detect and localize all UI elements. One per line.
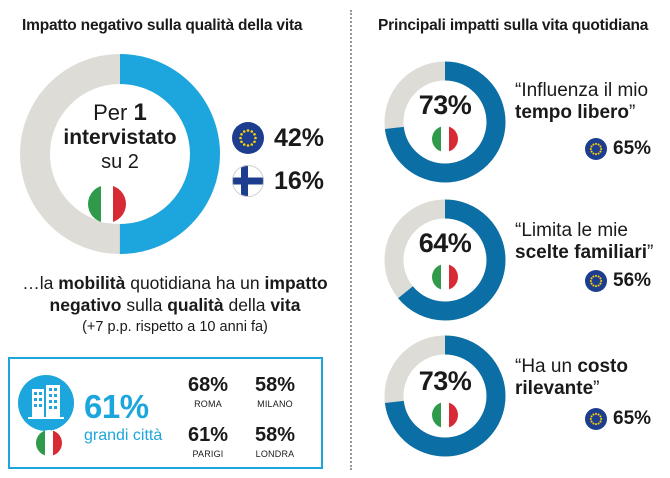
impact-donut-1	[384, 61, 506, 183]
quote-3: “Ha un costo rilevante”	[515, 356, 628, 400]
finland-flag-icon	[232, 165, 264, 197]
eu-value-row-2: 56%	[585, 270, 651, 292]
big-cities-label: grandi città	[84, 427, 163, 444]
impact-donut-3	[384, 335, 506, 457]
center-per: Per	[93, 100, 128, 125]
city-value-londra: 58%	[254, 424, 296, 446]
caption-bold: impatto	[264, 273, 328, 293]
italy-flag-icon	[432, 264, 458, 290]
main-donut-chart	[20, 54, 220, 254]
eu-value-2: 56%	[613, 270, 652, 291]
finland-value: 16%	[274, 166, 325, 195]
quote-close: ”	[647, 242, 654, 263]
caption-bold: mobilità	[58, 273, 126, 293]
right-title: Principali impatti sulla vita quotidiana	[378, 17, 649, 34]
eu-comparison: 42%	[232, 122, 324, 154]
eu-value-1: 65%	[613, 138, 652, 159]
quote-bold: rilevante	[515, 378, 594, 399]
italy-flag-icon	[36, 430, 62, 456]
caption-text: sulla	[121, 295, 168, 315]
quote-text: “Influenza il mio	[515, 80, 649, 101]
quote-close: ”	[629, 102, 636, 123]
city-box	[8, 357, 323, 469]
caption-bold: qualità	[167, 295, 224, 315]
city-value-milano: 58%	[254, 374, 296, 396]
impact-donut-arc	[384, 199, 506, 321]
quote-text: “Limita le mie	[515, 220, 628, 241]
quote-2: “Limita le mie scelte familiari”	[515, 220, 653, 264]
left-title: Impatto negativo sulla qualità della vit…	[22, 17, 303, 34]
italy-flag-icon	[88, 185, 126, 223]
italy-flag-icon	[432, 126, 458, 152]
italy-value-2: 64%	[418, 228, 472, 258]
caption-text: …la	[22, 273, 59, 293]
italy-value-1: 73%	[418, 90, 472, 120]
eu-flag-icon	[585, 408, 607, 430]
eu-value-row-3: 65%	[585, 408, 651, 430]
impact-row-3: 73% “Ha un costo rilevante” 65%	[383, 334, 653, 464]
eu-flag-icon	[585, 138, 607, 160]
city-label-roma: ROMA	[194, 399, 222, 409]
quote-text: “Ha un	[515, 356, 578, 377]
eu-value-3: 65%	[613, 408, 652, 429]
quote-close: ”	[593, 378, 600, 399]
caption-bold: vita	[270, 295, 301, 315]
mobility-caption: …la mobilità quotidiana ha un impatto ne…	[10, 272, 340, 338]
center-su2: su 2	[101, 151, 139, 173]
italy-flag-icon	[432, 402, 458, 428]
italy-value-3: 73%	[418, 366, 472, 396]
city-value-roma: 68%	[187, 374, 229, 396]
quote-bold: costo	[577, 356, 628, 377]
city-label-milano: MILANO	[257, 399, 293, 409]
eu-flag-icon	[585, 270, 607, 292]
main-donut-arc	[20, 54, 220, 254]
quote-1: “Influenza il mio tempo libero”	[515, 80, 648, 124]
eu-value-row-1: 65%	[585, 138, 651, 160]
caption-note: (+7 p.p. rispetto a 10 anni fa)	[82, 319, 268, 335]
caption-text: quotidiana ha un	[125, 273, 265, 293]
center-number: 1	[133, 99, 147, 126]
center-intervistato: intervistato	[63, 126, 177, 149]
column-divider	[350, 10, 352, 470]
eu-value: 42%	[274, 123, 325, 152]
impact-row-2: 64% “Limita le mie scelte familiari” 56%	[383, 198, 653, 328]
caption-text: della	[223, 295, 271, 315]
quote-bold: tempo libero	[515, 102, 630, 123]
caption-bold: negativo	[49, 295, 122, 315]
impact-donut-arc	[384, 335, 506, 457]
eu-flag-icon	[232, 122, 264, 154]
quote-bold: scelte familiari	[515, 242, 648, 263]
city-label-londra: LONDRA	[255, 449, 295, 459]
impact-donut-arc	[384, 61, 506, 183]
finland-comparison: 16%	[232, 165, 324, 197]
city-value-parigi: 61%	[187, 424, 229, 446]
main-donut-center: Per 1 intervistato su 2	[40, 100, 200, 174]
big-cities-value: 61%	[84, 388, 149, 425]
building-icon	[18, 375, 74, 431]
impact-row-1: 73% “Influenza il mio tempo libero” 65%	[383, 60, 653, 190]
impact-donut-2	[384, 199, 506, 321]
city-label-parigi: PARIGI	[192, 449, 224, 459]
